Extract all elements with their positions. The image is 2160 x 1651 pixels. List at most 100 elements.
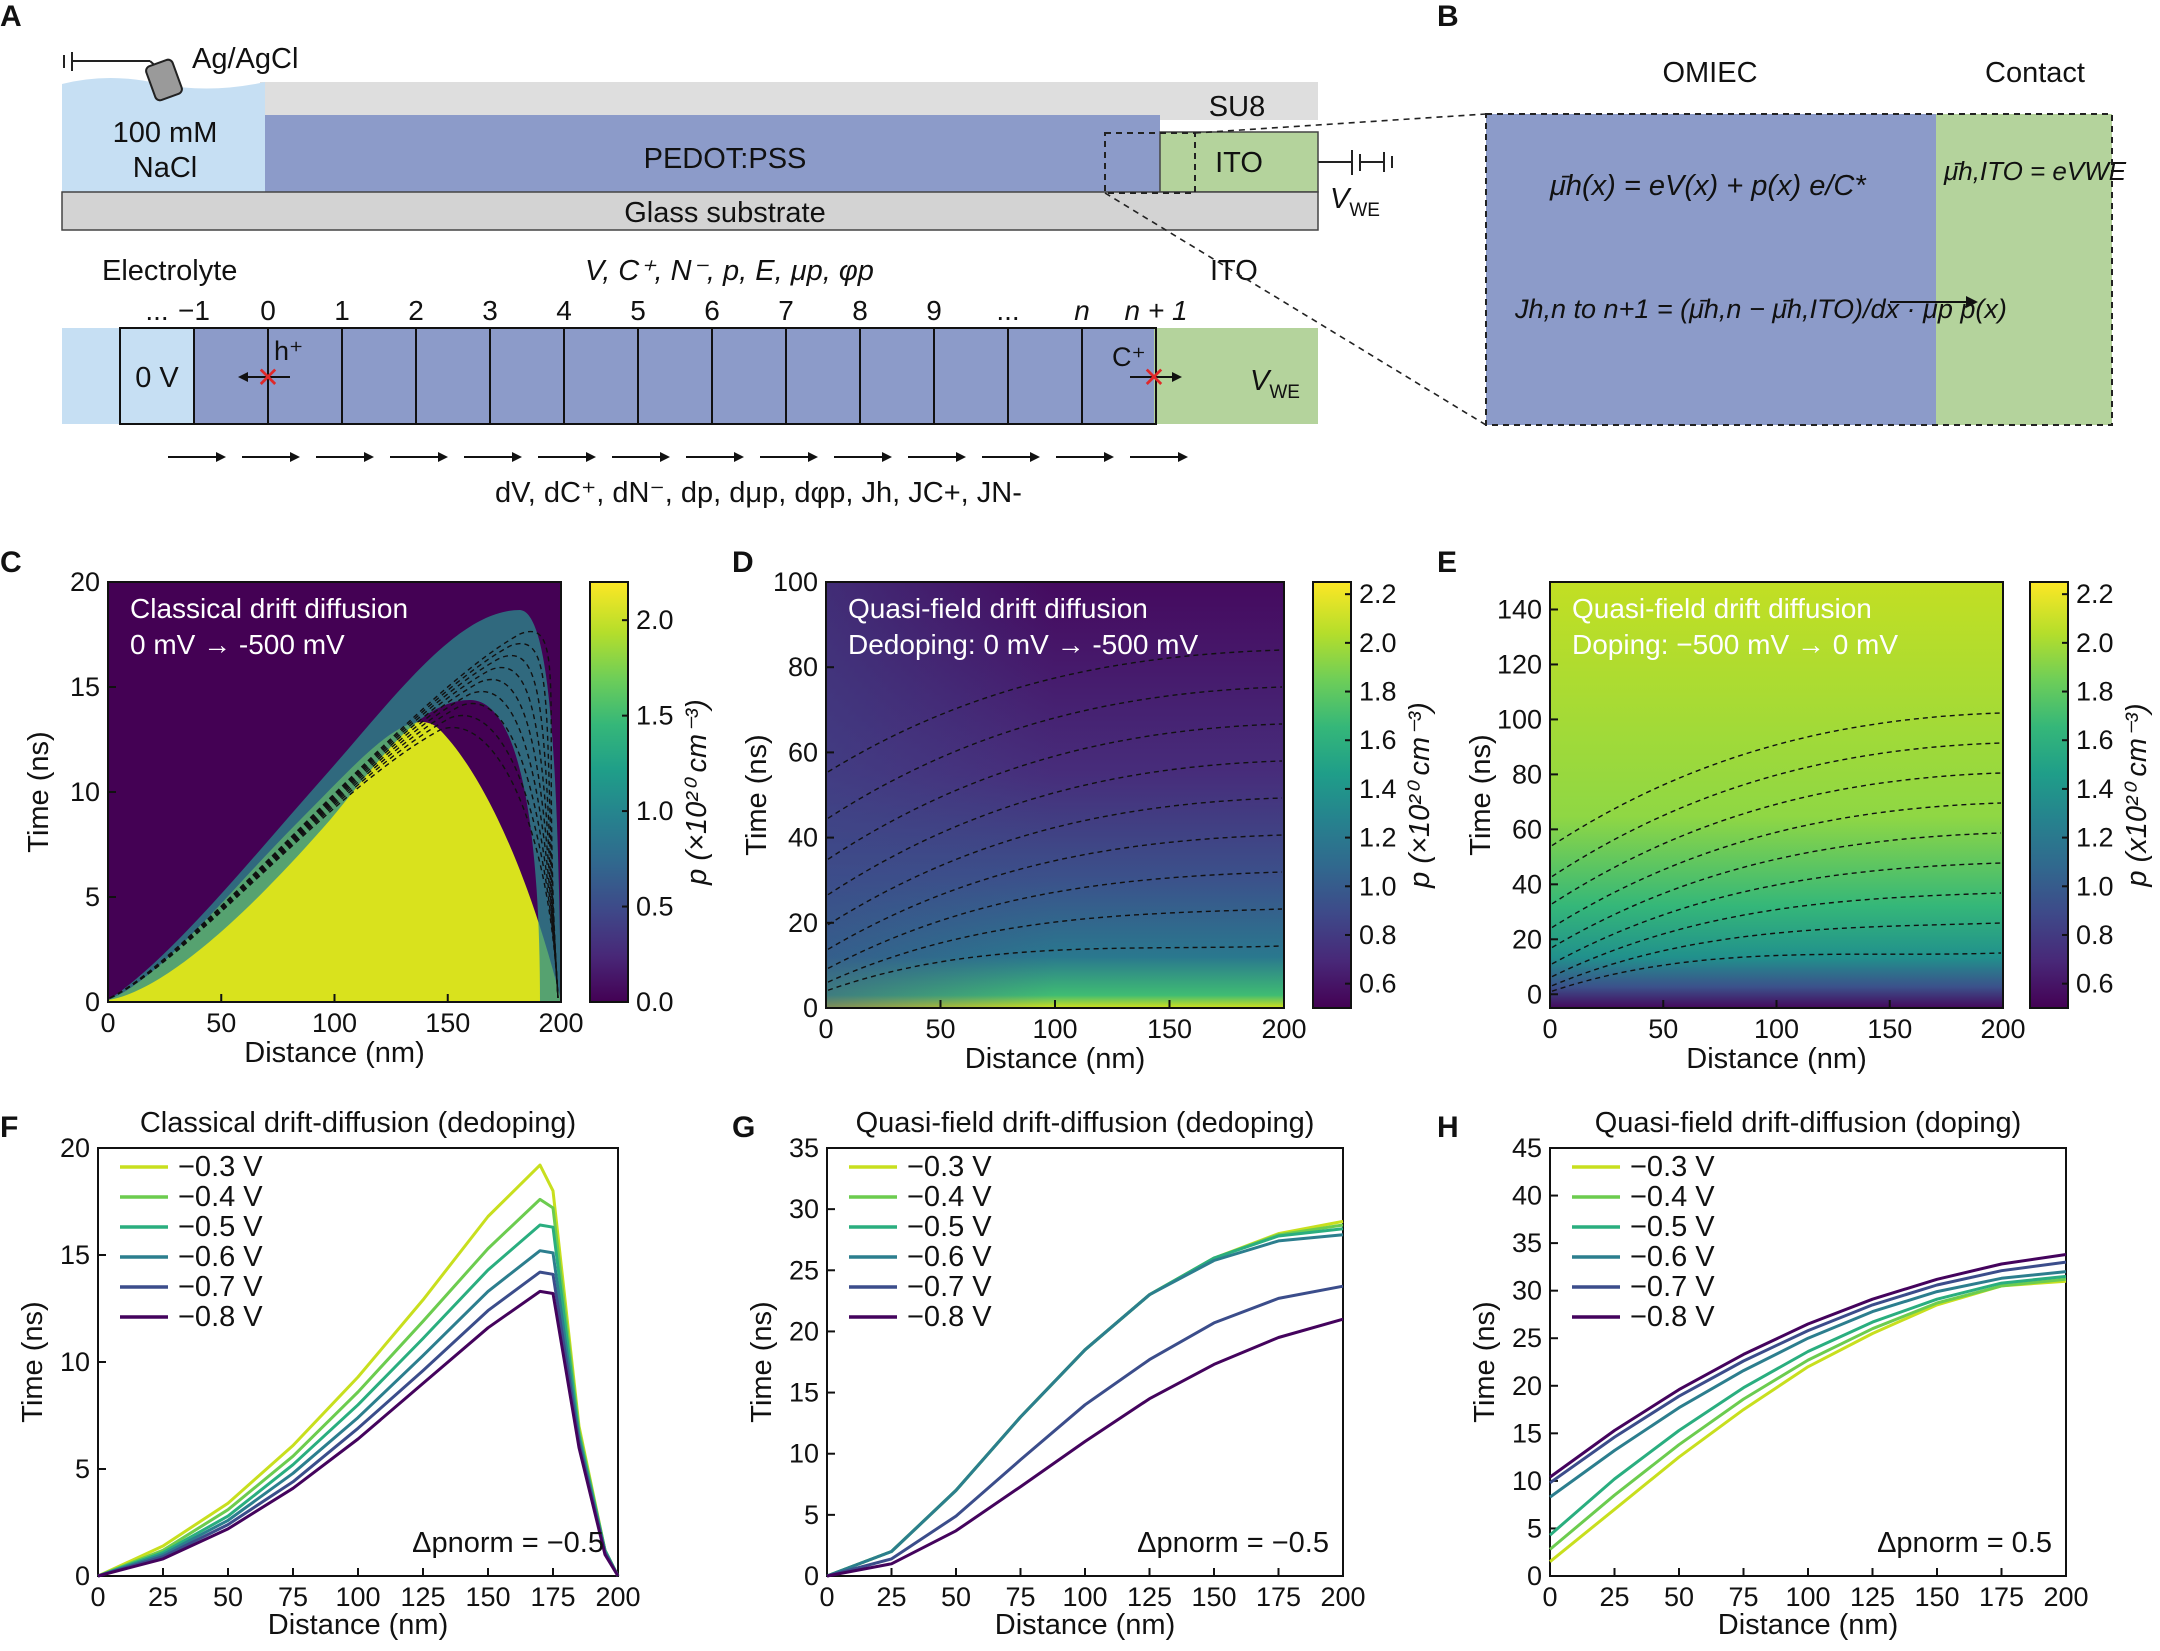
y-tick-label: 15 xyxy=(1512,1418,1542,1448)
x-tick-label: 100 xyxy=(1785,1582,1830,1612)
x-tick-label: 150 xyxy=(425,1008,470,1038)
heatmap-axes-c: C Classical drift diffusion 0 mV → -500 mV… xyxy=(0,546,713,1069)
y-tick-label: 20 xyxy=(1512,924,1542,954)
colorbar-tick-label: 1.0 xyxy=(1359,871,1397,901)
x-tick-label: 125 xyxy=(1127,1582,1172,1612)
heatmap-d xyxy=(826,582,1284,1008)
x-axis-label: Distance (nm) xyxy=(244,1037,425,1069)
x-tick-label: 0 xyxy=(1542,1582,1557,1612)
chart-title: Classical drift-diffusion (dedoping) xyxy=(140,1107,576,1139)
x-tick-label: 150 xyxy=(1914,1582,1959,1612)
flux-label: dV, dC⁺, dN⁻, dp, dμp, dφp, Jh, JC+, JN- xyxy=(495,477,1022,509)
cell-index-label: ... xyxy=(996,295,1019,326)
cell-index-label: n xyxy=(1074,295,1090,326)
series-line xyxy=(826,1317,1344,1578)
panel-letter: C xyxy=(0,546,22,579)
colorbar-tick-label: 1.4 xyxy=(1359,774,1397,804)
colorbar-label: p (×10²⁰ cm⁻³) xyxy=(1404,702,1436,889)
x-tick-label: 0 xyxy=(818,1014,833,1044)
ref-electrode-label: Ag/AgCl xyxy=(192,43,298,75)
series-line xyxy=(826,1223,1344,1578)
annotation: Δpnorm = −0.5 xyxy=(412,1527,604,1559)
y-axis-label: Time (ns) xyxy=(1469,1301,1501,1422)
y-tick-label: 20 xyxy=(788,908,818,938)
x-tick-label: 175 xyxy=(1256,1582,1301,1612)
y-tick-label: 15 xyxy=(60,1240,90,1270)
glass-substrate xyxy=(61,191,1319,231)
x-tick-label: 150 xyxy=(1147,1014,1192,1044)
series-line xyxy=(826,1284,1344,1578)
x-tick-label: 50 xyxy=(1648,1014,1678,1044)
grid-vwe-label: VWE xyxy=(1250,365,1300,403)
cell-index-label: 8 xyxy=(852,295,868,326)
colorbar xyxy=(589,581,629,1003)
cell-indices: ... −1 0 1 2 3 4 5 6 7 8 9... n n + 1 xyxy=(145,295,1187,326)
y-axis-label: Time (ns) xyxy=(23,731,55,852)
grid-ito-bg xyxy=(1154,328,1318,424)
chart-title: Quasi-field drift-diffusion (doping) xyxy=(1595,1107,2022,1139)
y-tick-label: 0 xyxy=(803,993,818,1023)
su8-layer xyxy=(260,82,1318,120)
colorbar-tick-label: 1.6 xyxy=(1359,725,1397,755)
y-tick-label: 60 xyxy=(788,737,818,767)
series-line xyxy=(1549,1270,2067,1499)
legend-label: −0.3 V xyxy=(907,1151,992,1183)
cell-index-label: 0 xyxy=(260,295,276,326)
electrolyte-heading: Electrolyte xyxy=(102,255,237,287)
legend-label: −0.3 V xyxy=(178,1151,263,1183)
equation-potential: μ̄h(x) = eV(x) + p(x) e/C* xyxy=(1549,170,1867,202)
electrolyte-label-1: 100 mM xyxy=(113,117,218,149)
colorbar-tick-label: 0.5 xyxy=(636,892,674,922)
cell-index-label: 5 xyxy=(630,295,646,326)
x-tick-label: 0 xyxy=(1542,1014,1557,1044)
x-tick-label: 100 xyxy=(1062,1582,1107,1612)
y-tick-label: 80 xyxy=(788,652,818,682)
panel-letter: F xyxy=(0,1111,18,1144)
cell-index-label: ... xyxy=(145,295,168,326)
omiec-region xyxy=(1486,114,1936,425)
glass-label: Glass substrate xyxy=(624,197,825,229)
y-tick-label: 40 xyxy=(1512,1181,1542,1211)
legend-label: −0.5 V xyxy=(178,1211,263,1243)
line-charts: F Classical drift-diffusion (dedoping) 0 25… xyxy=(0,1107,2089,1641)
plot-frame xyxy=(97,1147,619,1577)
y-tick-label: 30 xyxy=(1512,1276,1542,1306)
x-tick-label: 150 xyxy=(1867,1014,1912,1044)
pedot-layer xyxy=(265,115,1160,192)
y-tick-label: 80 xyxy=(1512,759,1542,789)
y-tick-label: 20 xyxy=(60,1133,90,1163)
vwe-label: VWE xyxy=(1330,183,1380,221)
x-tick-label: 75 xyxy=(1728,1582,1758,1612)
y-tick-label: 10 xyxy=(1512,1466,1542,1496)
heatmap-title: Quasi-field drift diffusion xyxy=(1572,593,1872,624)
x-tick-label: 50 xyxy=(941,1582,971,1612)
legend-label: −0.6 V xyxy=(1630,1241,1715,1273)
legend-label: −0.4 V xyxy=(1630,1181,1715,1213)
colorbar-label: p (×10²⁰ cm⁻³) xyxy=(681,699,713,886)
colorbar-tick-label: 0.0 xyxy=(636,987,674,1017)
colorbar-tick-label: 1.2 xyxy=(2076,823,2114,853)
colorbar xyxy=(1312,581,1352,1009)
contact-heading: Contact xyxy=(1985,57,2085,89)
panel-a: A Ag/AgCl 100 mM NaCl PEDOT:PSS SU8 ITO … xyxy=(0,0,1393,509)
colorbar xyxy=(2029,581,2069,1009)
series-line xyxy=(97,1197,620,1578)
x-tick-label: 50 xyxy=(213,1582,243,1612)
plot-frame xyxy=(1549,1147,2067,1577)
colorbar-tick-label: 2.0 xyxy=(2076,628,2114,658)
series-line xyxy=(826,1233,1344,1578)
y-tick-label: 5 xyxy=(1527,1513,1542,1543)
colorbar-tick-label: 1.4 xyxy=(2076,774,2114,804)
y-tick-label: 0 xyxy=(75,1561,90,1591)
y-axis-label: Time (ns) xyxy=(17,1301,49,1422)
y-axis-label: Time (ns) xyxy=(746,1301,778,1422)
cell-index-label: 9 xyxy=(926,295,942,326)
x-axis-label: Distance (nm) xyxy=(268,1609,449,1641)
colorbar-tick-label: 2.2 xyxy=(1359,579,1397,609)
colorbar-tick-label: 0.6 xyxy=(1359,969,1397,999)
x-tick-label: 150 xyxy=(465,1582,510,1612)
panel-letter: G xyxy=(732,1111,755,1144)
cell-index-label: n + 1 xyxy=(1124,295,1187,326)
heatmap-c-front xyxy=(108,610,561,1002)
x-tick-label: 100 xyxy=(1032,1014,1077,1044)
